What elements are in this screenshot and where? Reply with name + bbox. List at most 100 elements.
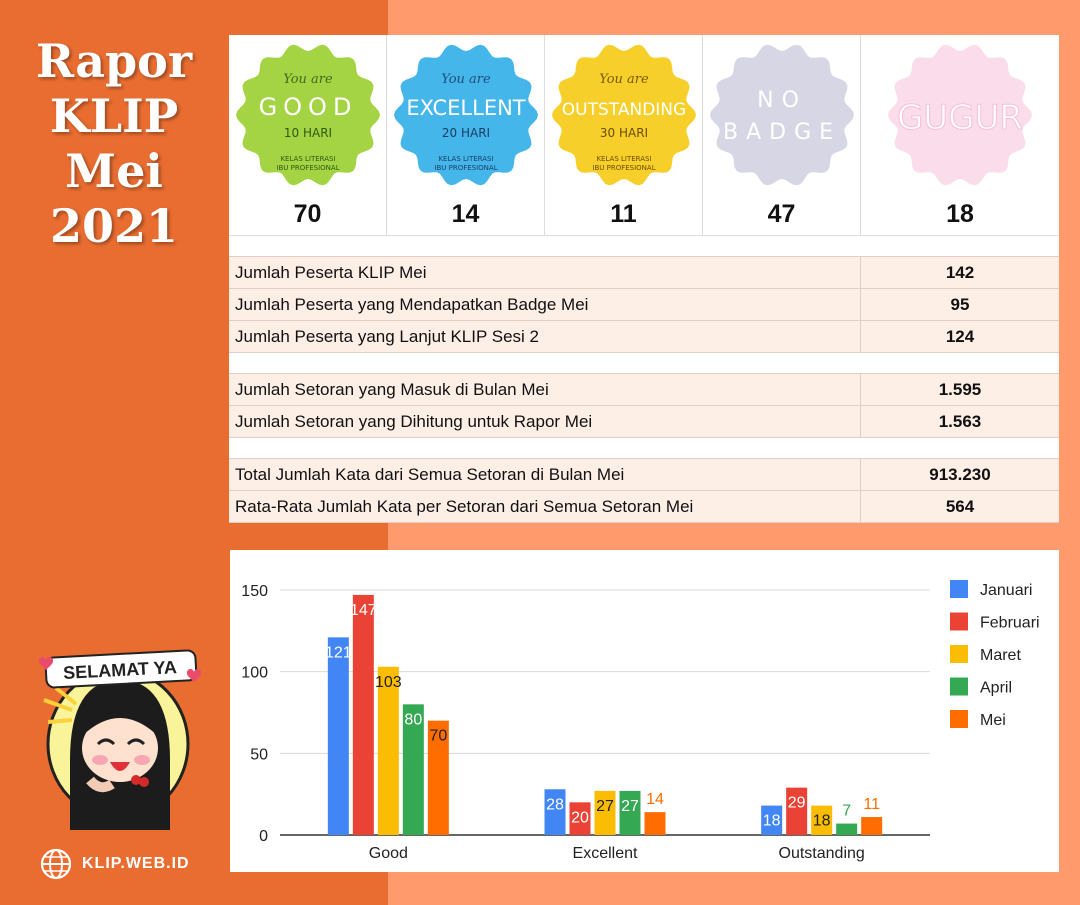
legend-swatch	[950, 612, 968, 631]
bar	[761, 805, 783, 835]
badge-outstanding-icon: You are OUTSTANDING 30 HARI KELAS LITERA…	[551, 44, 696, 186]
bar	[544, 789, 566, 835]
stat-label: Jumlah Peserta yang Mendapatkan Badge Me…	[229, 289, 861, 320]
badge-excellent-footer1: KELAS LITERASI	[438, 155, 493, 163]
legend-label: Maret	[980, 647, 1021, 664]
badge-excellent-count: 14	[451, 200, 480, 228]
badge-gugur: GUGUR 18	[861, 35, 1059, 235]
badge-no-badge-main1: NO	[757, 88, 807, 113]
y-tick-label: 0	[259, 828, 268, 845]
bar	[811, 805, 833, 835]
stats-spacer	[229, 353, 1059, 374]
table-row: Jumlah Peserta yang Lanjut KLIP Sesi 2 1…	[229, 321, 1059, 353]
legend-swatch	[950, 710, 968, 728]
badge-no-badge-shape	[709, 44, 854, 186]
data-label: 14	[646, 791, 664, 808]
badge-excellent-top: You are	[441, 72, 491, 87]
x-tick-label: Outstanding	[779, 845, 865, 862]
badge-gugur-icon: GUGUR	[888, 44, 1032, 186]
table-row: Jumlah Setoran yang Dihitung untuk Rapor…	[229, 406, 1059, 438]
stat-label: Jumlah Setoran yang Dihitung untuk Rapor…	[229, 406, 861, 437]
stat-value: 124	[861, 321, 1059, 352]
data-label: 80	[404, 711, 422, 728]
y-tick-label: 150	[241, 583, 268, 600]
badge-row: You are GOOD 10 HARI KELAS LITERASI IBU …	[229, 35, 1059, 235]
badge-good-top: You are	[283, 72, 333, 87]
badge-excellent-icon: You are EXCELLENT 20 HARI KELAS LITERASI…	[393, 44, 538, 186]
badge-excellent: You are EXCELLENT 20 HARI KELAS LITERASI…	[387, 35, 545, 235]
stat-label: Jumlah Peserta yang Lanjut KLIP Sesi 2	[229, 321, 861, 352]
badge-no-badge-main2: BADGE	[722, 120, 840, 145]
table-row: Jumlah Setoran yang Masuk di Bulan Mei 1…	[229, 374, 1059, 406]
stats-spacer	[229, 438, 1059, 459]
legend-swatch	[950, 677, 968, 696]
stat-value: 142	[861, 257, 1059, 288]
badge-outstanding: You are OUTSTANDING 30 HARI KELAS LITERA…	[545, 35, 703, 235]
bar	[377, 666, 399, 835]
bar	[619, 790, 641, 835]
chart-card: 0 50 100 150 121 147 103 80 70 Good 28 20 27 27 14 Exce…	[230, 550, 1059, 872]
x-tick-label: Excellent	[573, 845, 638, 862]
globe-icon	[40, 848, 72, 880]
stat-label: Rata-Rata Jumlah Kata per Setoran dari S…	[229, 491, 861, 522]
data-label: 28	[546, 796, 564, 813]
x-tick-label: Good	[369, 845, 408, 862]
badge-excellent-main: EXCELLENT	[406, 96, 525, 120]
stat-label: Jumlah Setoran yang Masuk di Bulan Mei	[229, 374, 861, 405]
badge-good-shape	[235, 44, 380, 186]
table-row: Total Jumlah Kata dari Semua Setoran di …	[229, 459, 1059, 491]
report-card: You are GOOD 10 HARI KELAS LITERASI IBU …	[229, 35, 1059, 523]
bar	[327, 637, 349, 835]
badge-good-main: GOOD	[258, 93, 357, 121]
page-title: Rapor KLIP Mei 2021	[24, 34, 204, 254]
bar-chart: 0 50 100 150 121 147 103 80 70 Good 28 20 27 27 14 Exce…	[241, 580, 1040, 862]
badge-gugur-main: GUGUR	[897, 98, 1023, 138]
bar	[861, 817, 883, 835]
data-label: 121	[325, 644, 352, 661]
data-label: 11	[863, 796, 880, 813]
data-label: 18	[813, 813, 831, 830]
badge-outstanding-main: OUTSTANDING	[561, 100, 685, 120]
legend-label: Mei	[980, 712, 1006, 729]
stat-value: 1.563	[861, 406, 1059, 437]
title-line-1: Rapor	[35, 34, 193, 88]
bar	[402, 704, 424, 835]
badge-good-days: 10 HARI	[283, 126, 331, 140]
bar	[352, 594, 374, 835]
bar	[644, 812, 666, 835]
y-tick-label: 100	[241, 665, 268, 682]
data-label: 147	[350, 602, 377, 619]
title-line-4: 2021	[49, 199, 179, 253]
website-link[interactable]: KLIP.WEB.ID	[40, 848, 190, 880]
congrats-sticker: SELAMAT YA	[30, 640, 210, 830]
badge-no-badge: NO BADGE 47	[703, 35, 861, 235]
data-label: 7	[842, 803, 851, 820]
badge-outstanding-days: 30 HARI	[599, 126, 647, 140]
badge-gugur-shape	[888, 44, 1032, 186]
badge-no-badge-icon: NO BADGE	[709, 44, 854, 186]
data-label: 29	[788, 795, 806, 812]
stat-value: 95	[861, 289, 1059, 320]
badge-outstanding-top: You are	[599, 72, 649, 87]
badge-good-icon: You are GOOD 10 HARI KELAS LITERASI IBU …	[235, 44, 380, 186]
bar	[427, 720, 449, 835]
stat-label: Total Jumlah Kata dari Semua Setoran di …	[229, 459, 861, 490]
legend-swatch	[950, 580, 968, 598]
badge-gugur-count: 18	[946, 200, 974, 228]
badge-outstanding-count: 11	[610, 200, 637, 228]
title-line-2: KLIP	[49, 89, 179, 143]
data-label: 103	[375, 674, 402, 691]
badge-outstanding-shape	[551, 44, 696, 186]
legend-label: Januari	[980, 582, 1032, 599]
table-row: Rata-Rata Jumlah Kata per Setoran dari S…	[229, 491, 1059, 523]
stat-value: 913.230	[861, 459, 1059, 490]
bar	[594, 790, 616, 835]
legend-label: Februari	[980, 615, 1040, 632]
title-line-3: Mei	[65, 144, 163, 198]
badge-excellent-days: 20 HARI	[441, 126, 489, 140]
table-row: Jumlah Peserta yang Mendapatkan Badge Me…	[229, 289, 1059, 321]
stat-value: 1.595	[861, 374, 1059, 405]
bar	[836, 823, 858, 835]
stats-spacer	[229, 236, 1059, 257]
badge-excellent-shape	[393, 44, 538, 186]
